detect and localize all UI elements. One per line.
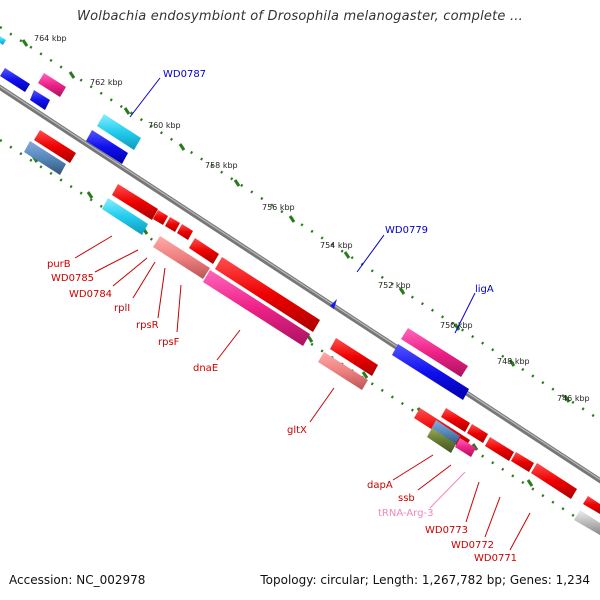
gene-arrow-liga[interactable] bbox=[401, 328, 468, 377]
label-wd0785: WD0785 bbox=[51, 273, 94, 284]
label-purb: purB bbox=[47, 259, 71, 270]
gene-arrow-wd0772[interactable] bbox=[511, 452, 534, 472]
label-ssb: ssb bbox=[398, 493, 415, 504]
major-ticks bbox=[21, 39, 589, 523]
gene-arrow-ssb[interactable] bbox=[467, 424, 488, 443]
gene-arrow[interactable] bbox=[153, 236, 210, 279]
gene-arrow[interactable] bbox=[330, 338, 378, 376]
gene-arrow[interactable] bbox=[392, 344, 469, 400]
label-wd0779: WD0779 bbox=[385, 225, 428, 236]
tick-label: 754 kbp bbox=[320, 241, 353, 250]
label-wd0787: WD0787 bbox=[163, 69, 206, 80]
tick-labels: 764 kbp 762 kbp 760 kbp 758 kbp 756 kbp … bbox=[34, 34, 590, 403]
tick-label: 756 kbp bbox=[262, 203, 295, 212]
label-wd0772: WD0772 bbox=[451, 540, 494, 551]
tick-label: 748 kbp bbox=[497, 357, 530, 366]
tick-label: 762 kbp bbox=[90, 78, 123, 87]
gene-arrow-trna[interactable] bbox=[455, 438, 476, 457]
upper-strand-features bbox=[0, 36, 469, 400]
label-rpsf: rpsF bbox=[158, 337, 180, 348]
gene-arrow-dnae[interactable] bbox=[215, 257, 320, 332]
leader-lines bbox=[74, 77, 531, 551]
gene-arrow[interactable] bbox=[318, 352, 368, 390]
gene-arrow-rpsr[interactable] bbox=[177, 224, 193, 240]
label-dnae: dnaE bbox=[193, 363, 218, 374]
label-wd0771: WD0771 bbox=[474, 553, 517, 564]
label-wd0773: WD0773 bbox=[425, 525, 468, 536]
gene-arrow-wd0785[interactable] bbox=[102, 198, 148, 235]
tick-label: 760 kbp bbox=[148, 121, 181, 130]
genome-backbone bbox=[0, 84, 600, 484]
gene-arrow[interactable] bbox=[574, 510, 600, 535]
lower-strand-features bbox=[24, 130, 600, 535]
label-dapa: dapA bbox=[367, 480, 393, 491]
label-rpli: rplI bbox=[114, 303, 130, 314]
gene-arrow[interactable] bbox=[203, 270, 310, 346]
gene-arrow-wd0773[interactable] bbox=[485, 437, 514, 461]
label-wd0784: WD0784 bbox=[69, 289, 112, 300]
gene-arrow-wd0787[interactable] bbox=[97, 114, 141, 150]
genome-summary-text: Topology: circular; Length: 1,267,782 bp… bbox=[260, 573, 590, 587]
gene-arrow[interactable] bbox=[0, 68, 30, 92]
accession-text: Accession: NC_002978 bbox=[9, 573, 146, 587]
gene-arrow[interactable] bbox=[431, 420, 460, 445]
gene-arrow[interactable] bbox=[24, 141, 66, 175]
tick-label: 750 kbp bbox=[440, 321, 473, 330]
wd0779-marker[interactable] bbox=[330, 299, 337, 309]
label-rpsr: rpsR bbox=[136, 320, 159, 331]
label-gltx: gltX bbox=[287, 425, 307, 436]
tick-label: 764 kbp bbox=[34, 34, 67, 43]
tick-label: 758 kbp bbox=[205, 161, 238, 170]
gene-arrow-rpli[interactable] bbox=[165, 217, 180, 232]
gene-arrow-wd0784[interactable] bbox=[153, 210, 168, 225]
gene-arrow[interactable] bbox=[583, 496, 600, 514]
gene-arrow[interactable] bbox=[38, 73, 66, 97]
gene-arrow[interactable] bbox=[34, 130, 76, 163]
gene-arrow-rpsf[interactable] bbox=[189, 238, 219, 264]
label-liga: ligA bbox=[475, 284, 494, 295]
gene-arrow-dapa[interactable] bbox=[441, 408, 470, 432]
gene-arrow[interactable] bbox=[86, 130, 128, 164]
feature-labels: WD0787 WD0779 ligA purB WD0785 WD0784 rp… bbox=[47, 69, 517, 564]
gene-arrow[interactable] bbox=[427, 428, 456, 453]
label-trna: tRNA-Arg-3 bbox=[378, 508, 433, 519]
tick-label: 752 kbp bbox=[378, 281, 411, 290]
gene-arrow-wd0771[interactable] bbox=[531, 463, 577, 499]
gene-arrow-purb[interactable] bbox=[112, 184, 158, 220]
gene-arrow[interactable] bbox=[0, 36, 6, 45]
tick-label: 746 kbp bbox=[557, 394, 590, 403]
gene-arrow[interactable] bbox=[30, 90, 50, 110]
map-title: Wolbachia endosymbiont of Drosophila mel… bbox=[77, 9, 523, 24]
